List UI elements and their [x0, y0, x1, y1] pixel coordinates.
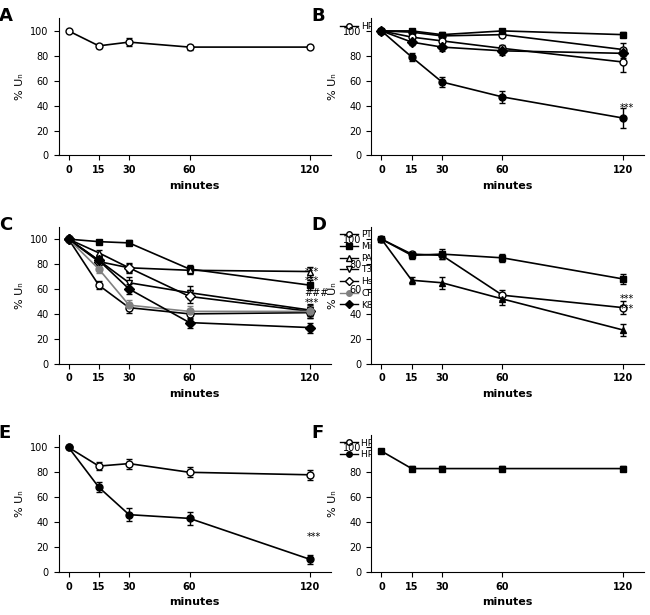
Text: ***: *** — [304, 277, 318, 287]
X-axis label: minutes: minutes — [170, 597, 220, 607]
Text: ***: *** — [304, 266, 318, 277]
Y-axis label: % Uₙ: % Uₙ — [328, 490, 338, 517]
Text: ###: ### — [304, 288, 329, 298]
Y-axis label: % Uₙ: % Uₙ — [328, 74, 338, 100]
Legend: Colo-357-L3.6pl, DT4313, DT6606: Colo-357-L3.6pl, DT4313, DT6606 — [649, 227, 650, 266]
X-axis label: minutes: minutes — [170, 389, 220, 399]
Text: ***: *** — [619, 304, 634, 314]
Legend: HPDE: HPDE — [336, 18, 389, 34]
Y-axis label: % Uₙ: % Uₙ — [15, 490, 25, 517]
Legend: NCI-H441, MDA-MB-231, MCF7, DU4475, BT474: NCI-H441, MDA-MB-231, MCF7, DU4475, BT47… — [649, 18, 650, 82]
Text: B: B — [311, 7, 325, 25]
Text: ***: *** — [306, 532, 320, 542]
Legend: BxPC3: BxPC3 — [649, 435, 650, 451]
Y-axis label: % Uₙ: % Uₙ — [15, 74, 25, 100]
Text: E: E — [0, 424, 11, 442]
Text: A: A — [0, 7, 12, 25]
Y-axis label: % Uₙ: % Uₙ — [15, 282, 25, 309]
Text: F: F — [311, 424, 324, 442]
Legend: HPDE ctrl, HPDE K-Ras mut: HPDE ctrl, HPDE K-Ras mut — [336, 435, 437, 463]
X-axis label: minutes: minutes — [482, 181, 532, 191]
Y-axis label: % Uₙ: % Uₙ — [328, 282, 338, 309]
X-axis label: minutes: minutes — [482, 389, 532, 399]
Text: ***: *** — [304, 298, 318, 308]
Text: ***: *** — [619, 103, 634, 113]
Text: ***: *** — [619, 294, 634, 304]
Text: C: C — [0, 216, 12, 234]
X-axis label: minutes: minutes — [170, 181, 220, 191]
X-axis label: minutes: minutes — [482, 597, 532, 607]
Legend: PT45, MiaPaCa2, PANC1, T3M4, Hs766T, CFPAC, K8484: PT45, MiaPaCa2, PANC1, T3M4, Hs766T, CFP… — [336, 227, 409, 313]
Text: D: D — [311, 216, 326, 234]
